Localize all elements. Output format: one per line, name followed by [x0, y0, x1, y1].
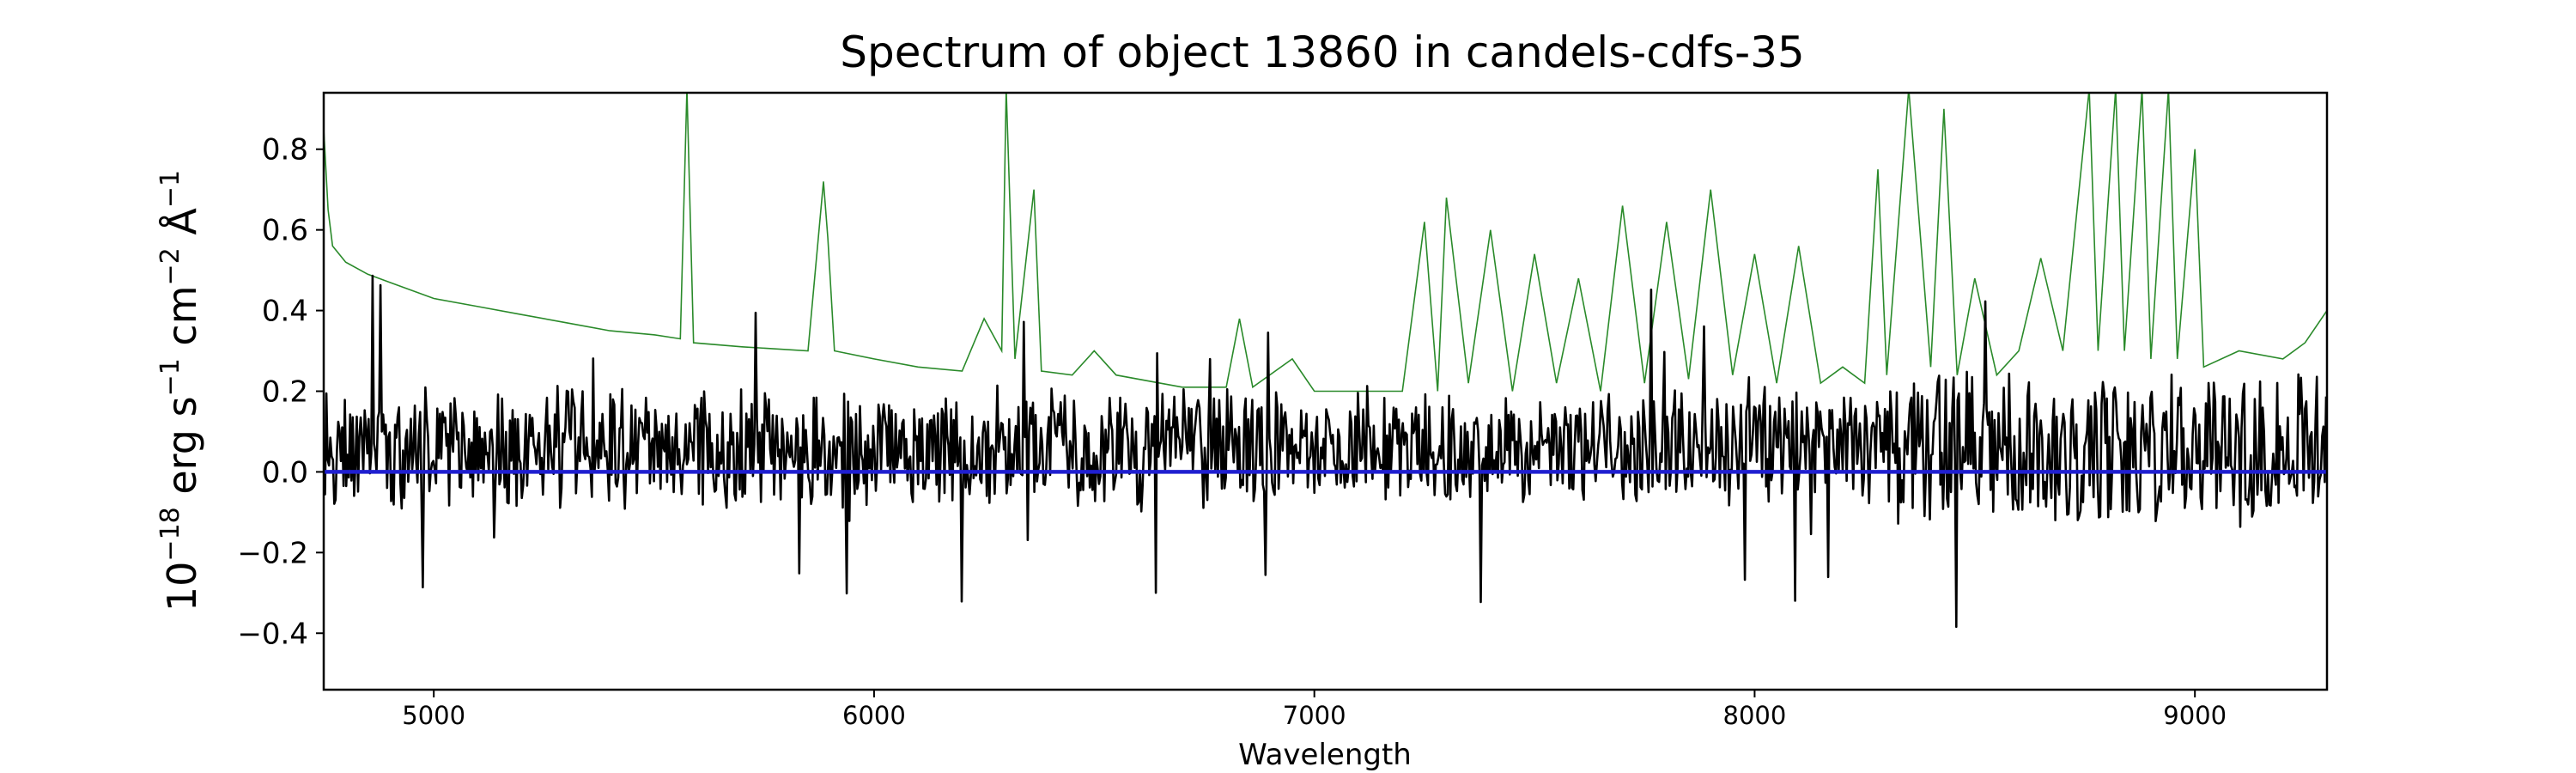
y-label-base: 10: [159, 562, 205, 612]
y-label-exp2: −1: [155, 358, 185, 396]
x-tick-label: 5000: [402, 701, 465, 730]
y-tick-label: 0.2: [262, 375, 308, 410]
x-tick-label: 8000: [1723, 701, 1787, 730]
y-label-exp3: −2: [155, 247, 185, 285]
x-tick-label: 9000: [2163, 701, 2227, 730]
y-label-unit3: Å: [159, 208, 205, 248]
x-axis: 5000 6000 7000 8000 9000: [402, 690, 2227, 730]
y-tick-label: 0.6: [262, 214, 308, 248]
x-axis-label: Wavelength: [1238, 738, 1412, 772]
y-label-exp1: −18: [155, 507, 185, 561]
series-line-flux: [324, 274, 2327, 629]
y-tick-label: 0.4: [262, 295, 308, 329]
plot-area: [324, 93, 2327, 629]
y-axis: −0.4 −0.2 0.0 0.2 0.4 0.6 0.8: [237, 133, 324, 651]
x-tick-label: 6000: [842, 701, 906, 730]
y-tick-label: 0.8: [262, 133, 308, 167]
y-tick-label: 0.0: [262, 455, 308, 490]
y-label-exp4: −1: [155, 170, 185, 208]
y-label-unit1: erg s: [159, 396, 205, 507]
x-tick-label: 7000: [1283, 701, 1346, 730]
y-label-unit2: cm: [159, 285, 205, 358]
series-line-error: [324, 93, 2327, 393]
plot-frame: [322, 91, 2329, 691]
chart-title: Spectrum of object 13860 in candels-cdfs…: [840, 27, 1805, 77]
y-axis-label: 10−18 erg s−1 cm−2 Å−1: [155, 170, 205, 612]
y-tick-label: −0.4: [237, 617, 308, 651]
y-tick-label: −0.2: [237, 536, 308, 570]
